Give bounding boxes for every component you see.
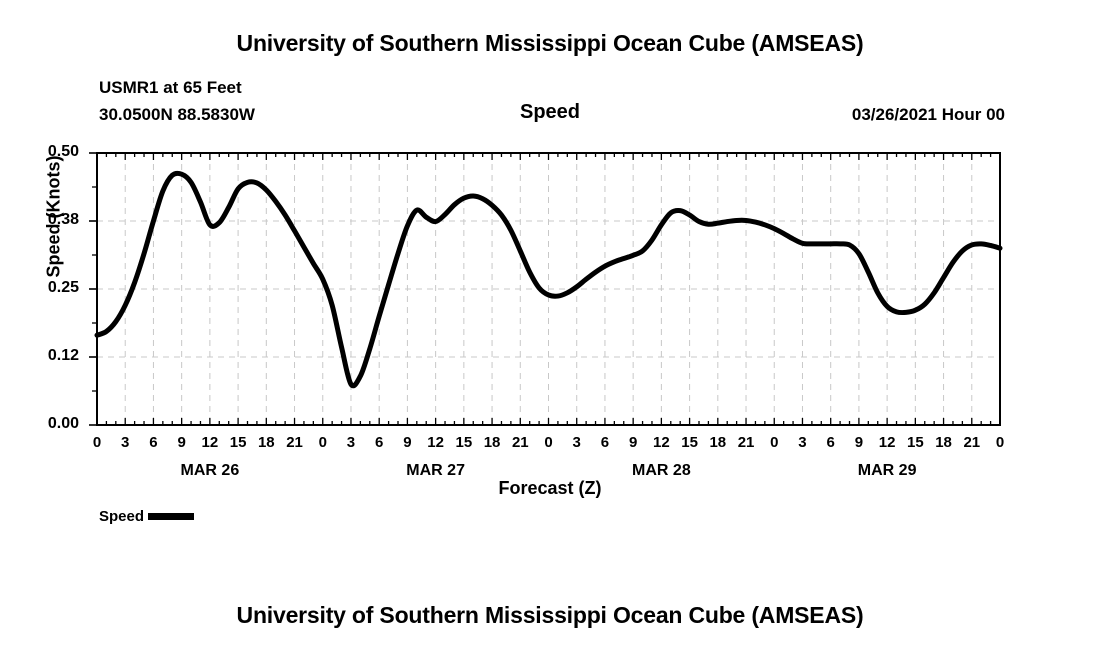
x-tick-label: 3 xyxy=(121,434,130,451)
y-tick-label: 0.50 xyxy=(47,143,79,160)
x-tick-label: 18 xyxy=(935,434,952,451)
x-tick-label: 0 xyxy=(995,434,1005,451)
legend-label-speed: Speed xyxy=(99,508,145,525)
y-tick-label: 0.25 xyxy=(47,279,79,296)
chart-subtitle: Speed xyxy=(519,101,581,123)
x-tick-label: 18 xyxy=(709,434,727,451)
x-axis-day-label: MAR 28 xyxy=(632,462,691,479)
page-title: University of Southern Mississippi Ocean… xyxy=(236,30,864,56)
x-tick-label: 9 xyxy=(628,434,638,451)
series-speed xyxy=(94,170,1003,389)
x-tick-label: 3 xyxy=(798,434,807,451)
x-tick-label: 21 xyxy=(737,434,755,451)
plot-frame xyxy=(96,152,1001,426)
x-tick-label: 9 xyxy=(854,434,864,451)
x-tick-label: 12 xyxy=(653,434,670,451)
x-tick-label: 18 xyxy=(483,434,501,451)
footer-title: University of Southern Mississippi Ocean… xyxy=(236,602,864,628)
legend: Speed xyxy=(99,508,195,525)
legend-swatch-speed xyxy=(148,513,195,520)
station-label: USMR1 at 65 Feet xyxy=(99,78,242,97)
x-tick-label: 18 xyxy=(257,434,275,451)
x-tick-label: 15 xyxy=(229,434,247,451)
x-tick-label: 0 xyxy=(92,434,102,451)
x-tick-label: 0 xyxy=(770,434,779,451)
x-tick-label: 12 xyxy=(201,434,219,451)
x-tick-label: 0 xyxy=(544,434,553,451)
y-tick-label: 0.38 xyxy=(47,211,79,228)
y-tick-label: 0.12 xyxy=(47,347,79,364)
x-axis-label: Forecast (Z) xyxy=(498,478,602,498)
x-tick-label: 15 xyxy=(455,434,473,451)
x-tick-label: 9 xyxy=(177,434,186,451)
x-tick-label: 3 xyxy=(346,434,356,451)
x-tick-label: 3 xyxy=(572,434,581,451)
x-tick-label: 15 xyxy=(907,434,924,451)
x-tick-label: 21 xyxy=(286,434,303,451)
gridlines xyxy=(97,153,1000,425)
x-tick-label: 9 xyxy=(403,434,412,451)
x-axis-day-label: MAR 29 xyxy=(857,462,917,479)
x-tick-label: 6 xyxy=(375,434,384,451)
axis-ticks xyxy=(89,152,1001,426)
x-tick-label: 15 xyxy=(681,434,698,451)
x-axis-day-label: MAR 26 xyxy=(180,462,240,479)
x-tick-label: 12 xyxy=(427,434,444,451)
x-tick-label: 0 xyxy=(318,434,327,451)
x-tick-label: 6 xyxy=(600,434,610,451)
model-run-timestamp: 03/26/2021 Hour 00 xyxy=(851,105,1005,124)
y-tick-label: 0.00 xyxy=(47,415,79,432)
coordinates-label: 30.0500N 88.5830W xyxy=(99,105,255,124)
x-tick-label: 21 xyxy=(511,434,529,451)
x-tick-label: 21 xyxy=(963,434,981,451)
x-tick-label: 12 xyxy=(878,434,896,451)
x-tick-label: 6 xyxy=(149,434,158,451)
x-tick-label: 6 xyxy=(826,434,835,451)
x-axis-day-label: MAR 27 xyxy=(406,462,465,479)
